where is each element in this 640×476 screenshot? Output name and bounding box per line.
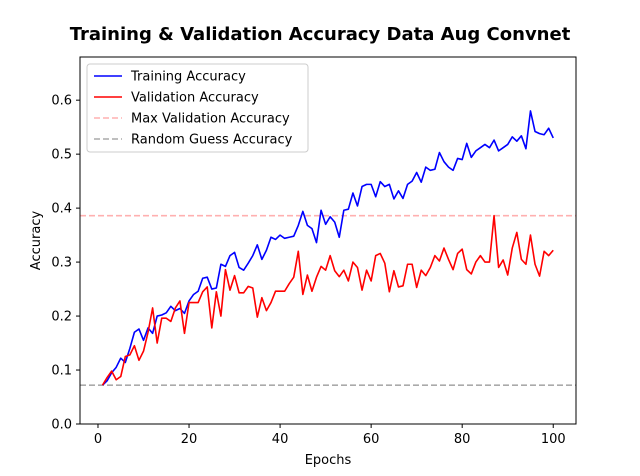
y-tick-label: 0.1: [51, 364, 72, 379]
y-tick-label: 0.2: [51, 310, 72, 325]
validation-accuracy-line: [103, 216, 554, 385]
reference-lines: [80, 216, 576, 385]
y-tick-label: 0.4: [51, 202, 72, 217]
legend-validation-label: Validation Accuracy: [131, 91, 259, 106]
legend-training-label: Training Accuracy: [130, 70, 246, 85]
y-tick-label: 0.6: [51, 94, 72, 109]
x-tick-label: 0: [94, 432, 102, 447]
y-tick-label: 0.3: [51, 256, 72, 271]
x-tick-label: 60: [363, 432, 380, 447]
legend-random-guess-label: Random Guess Accuracy: [131, 133, 293, 148]
x-tick-label: 40: [272, 432, 289, 447]
x-axis-label: Epochs: [305, 453, 352, 468]
y-tick-label: 0.5: [51, 148, 72, 163]
legend: Training Accuracy Validation Accuracy Ma…: [87, 64, 308, 152]
x-tick-label: 20: [181, 432, 198, 447]
y-axis-label: Accuracy: [29, 211, 44, 271]
chart-title: Training & Validation Accuracy Data Aug …: [70, 24, 571, 45]
y-axis-ticks: 0.0 0.1 0.2 0.3 0.4 0.5 0.6: [51, 94, 80, 433]
x-axis-ticks: 0 20 40 60 80 100: [94, 424, 566, 447]
x-tick-label: 80: [454, 432, 471, 447]
x-tick-label: 100: [541, 432, 566, 447]
y-tick-label: 0.0: [51, 418, 72, 433]
legend-max-validation-label: Max Validation Accuracy: [131, 112, 290, 127]
